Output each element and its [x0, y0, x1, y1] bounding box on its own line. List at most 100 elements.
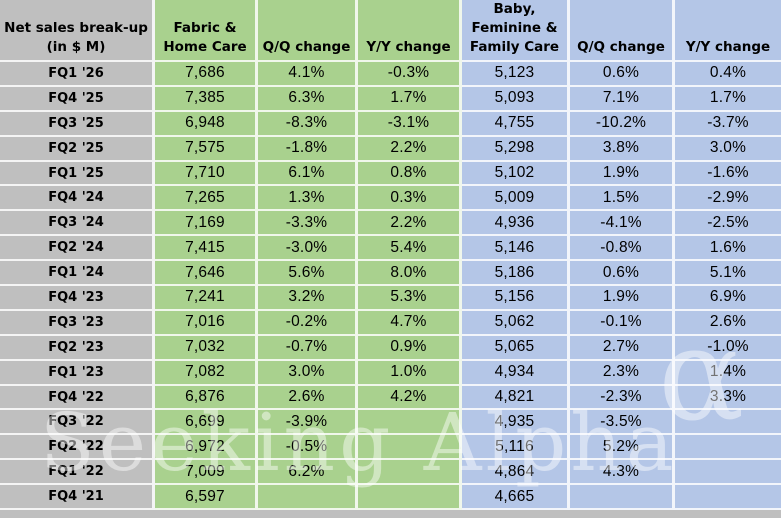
- baby-qq-change-cell: 4.3%: [570, 460, 675, 486]
- fabric-yy-change-cell: 2.2%: [358, 211, 462, 237]
- quarter-label-cell: FQ3 '22: [0, 410, 155, 436]
- baby-sales-cell: 4,755: [462, 111, 570, 137]
- fabric-sales-cell: 6,876: [155, 385, 258, 411]
- baby-yy-change-cell: 0.4%: [675, 62, 781, 87]
- baby-yy-change-cell: 1.4%: [675, 360, 781, 386]
- baby-qq-change-cell: 2.7%: [570, 335, 675, 361]
- baby-yy-change-header: Y/Y change: [675, 0, 781, 62]
- baby-qq-change-cell: -4.1%: [570, 211, 675, 237]
- baby-qq-change-cell: -3.5%: [570, 410, 675, 436]
- fabric-sales-cell: 7,710: [155, 161, 258, 187]
- quarter-label-cell: FQ3 '24: [0, 211, 155, 237]
- quarter-label-cell: FQ4 '24: [0, 186, 155, 212]
- fabric-qq-change-cell: -0.7%: [258, 335, 358, 361]
- quarter-label-cell: FQ3 '25: [0, 111, 155, 137]
- baby-qq-change-cell: 7.1%: [570, 86, 675, 112]
- baby-sales-cell: 4,821: [462, 385, 570, 411]
- fabric-sales-cell: 7,169: [155, 211, 258, 237]
- baby-qq-change-cell: [570, 485, 675, 511]
- fabric-qq-change-cell: 6.2%: [258, 460, 358, 486]
- fabric-qq-change-cell: -3.0%: [258, 236, 358, 262]
- fabric-sales-cell: 6,948: [155, 111, 258, 137]
- fabric-sales-cell: 7,415: [155, 236, 258, 262]
- fabric-yy-change-cell: [358, 485, 462, 511]
- baby-feminine-family-care-header: Baby, Feminine & Family Care: [462, 0, 570, 62]
- fabric-yy-change-header: Y/Y change: [358, 0, 462, 62]
- fabric-sales-cell: 7,082: [155, 360, 258, 386]
- baby-yy-change-cell: -2.9%: [675, 186, 781, 212]
- quarter-label-cell: FQ4 '25: [0, 86, 155, 112]
- baby-yy-change-cell: [675, 485, 781, 511]
- baby-sales-cell: 4,864: [462, 460, 570, 486]
- baby-qq-change-cell: -0.8%: [570, 236, 675, 262]
- baby-sales-cell: 5,116: [462, 435, 570, 461]
- fabric-yy-change-cell: 8.0%: [358, 261, 462, 287]
- fabric-qq-change-cell: -0.2%: [258, 310, 358, 336]
- fabric-qq-change-cell: 1.3%: [258, 186, 358, 212]
- baby-qq-change-cell: -0.1%: [570, 310, 675, 336]
- fabric-yy-change-cell: 2.2%: [358, 136, 462, 162]
- baby-sales-cell: 4,935: [462, 410, 570, 436]
- baby-sales-cell: 5,186: [462, 261, 570, 287]
- fabric-yy-change-cell: 0.3%: [358, 186, 462, 212]
- baby-yy-change-cell: 1.6%: [675, 236, 781, 262]
- baby-qq-change-cell: 1.9%: [570, 161, 675, 187]
- fabric-sales-cell: 6,699: [155, 410, 258, 436]
- baby-qq-change-cell: -10.2%: [570, 111, 675, 137]
- fabric-yy-change-cell: [358, 460, 462, 486]
- baby-qq-change-cell: -2.3%: [570, 385, 675, 411]
- baby-sales-cell: 5,009: [462, 186, 570, 212]
- fabric-qq-change-cell: -8.3%: [258, 111, 358, 137]
- quarter-label-cell: FQ1 '23: [0, 360, 155, 386]
- quarter-label-cell: FQ1 '25: [0, 161, 155, 187]
- fabric-qq-change-cell: 2.6%: [258, 385, 358, 411]
- quarter-label-cell: FQ2 '22: [0, 435, 155, 461]
- baby-qq-change-cell: 0.6%: [570, 62, 675, 87]
- fabric-qq-change-cell: 3.2%: [258, 286, 358, 311]
- baby-yy-change-cell: 3.3%: [675, 385, 781, 411]
- fabric-yy-change-cell: 0.8%: [358, 161, 462, 187]
- fabric-qq-change-cell: 3.0%: [258, 360, 358, 386]
- fabric-qq-change-cell: -3.3%: [258, 211, 358, 237]
- fabric-sales-cell: 7,016: [155, 310, 258, 336]
- baby-qq-change-cell: 0.6%: [570, 261, 675, 287]
- baby-yy-change-cell: [675, 410, 781, 436]
- baby-sales-cell: 4,934: [462, 360, 570, 386]
- quarter-label-cell: FQ2 '23: [0, 335, 155, 361]
- baby-qq-change-cell: 2.3%: [570, 360, 675, 386]
- fabric-sales-cell: 7,575: [155, 136, 258, 162]
- fabric-qq-change-cell: [258, 485, 358, 511]
- baby-yy-change-cell: 6.9%: [675, 286, 781, 311]
- baby-yy-change-cell: [675, 435, 781, 461]
- fabric-yy-change-cell: 0.9%: [358, 335, 462, 361]
- baby-yy-change-cell: 3.0%: [675, 136, 781, 162]
- quarter-label-cell: FQ4 '21: [0, 485, 155, 511]
- fabric-yy-change-cell: 1.0%: [358, 360, 462, 386]
- baby-yy-change-cell: [675, 460, 781, 486]
- quarter-label-cell: FQ2 '24: [0, 236, 155, 262]
- fabric-qq-change-cell: -1.8%: [258, 136, 358, 162]
- baby-sales-cell: 5,065: [462, 335, 570, 361]
- quarter-label-cell: FQ2 '25: [0, 136, 155, 162]
- fabric-qq-change-cell: -3.9%: [258, 410, 358, 436]
- baby-yy-change-cell: -2.5%: [675, 211, 781, 237]
- baby-yy-change-cell: -3.7%: [675, 111, 781, 137]
- baby-sales-cell: 5,102: [462, 161, 570, 187]
- fabric-home-care-header: Fabric & Home Care: [155, 0, 258, 62]
- baby-sales-cell: 5,093: [462, 86, 570, 112]
- fabric-sales-cell: 7,646: [155, 261, 258, 287]
- fabric-qq-change-cell: 4.1%: [258, 62, 358, 87]
- baby-qq-change-cell: 3.8%: [570, 136, 675, 162]
- baby-sales-cell: 5,123: [462, 62, 570, 87]
- bottom-gray-strip: [0, 510, 781, 518]
- baby-qq-change-cell: 5.2%: [570, 435, 675, 461]
- baby-sales-cell: 5,062: [462, 310, 570, 336]
- quarter-label-cell: FQ4 '22: [0, 385, 155, 411]
- baby-sales-cell: 4,936: [462, 211, 570, 237]
- fabric-yy-change-cell: 5.4%: [358, 236, 462, 262]
- quarter-label-cell: FQ4 '23: [0, 286, 155, 311]
- baby-qq-change-header: Q/Q change: [570, 0, 675, 62]
- baby-yy-change-cell: -1.0%: [675, 335, 781, 361]
- fabric-yy-change-cell: 1.7%: [358, 86, 462, 112]
